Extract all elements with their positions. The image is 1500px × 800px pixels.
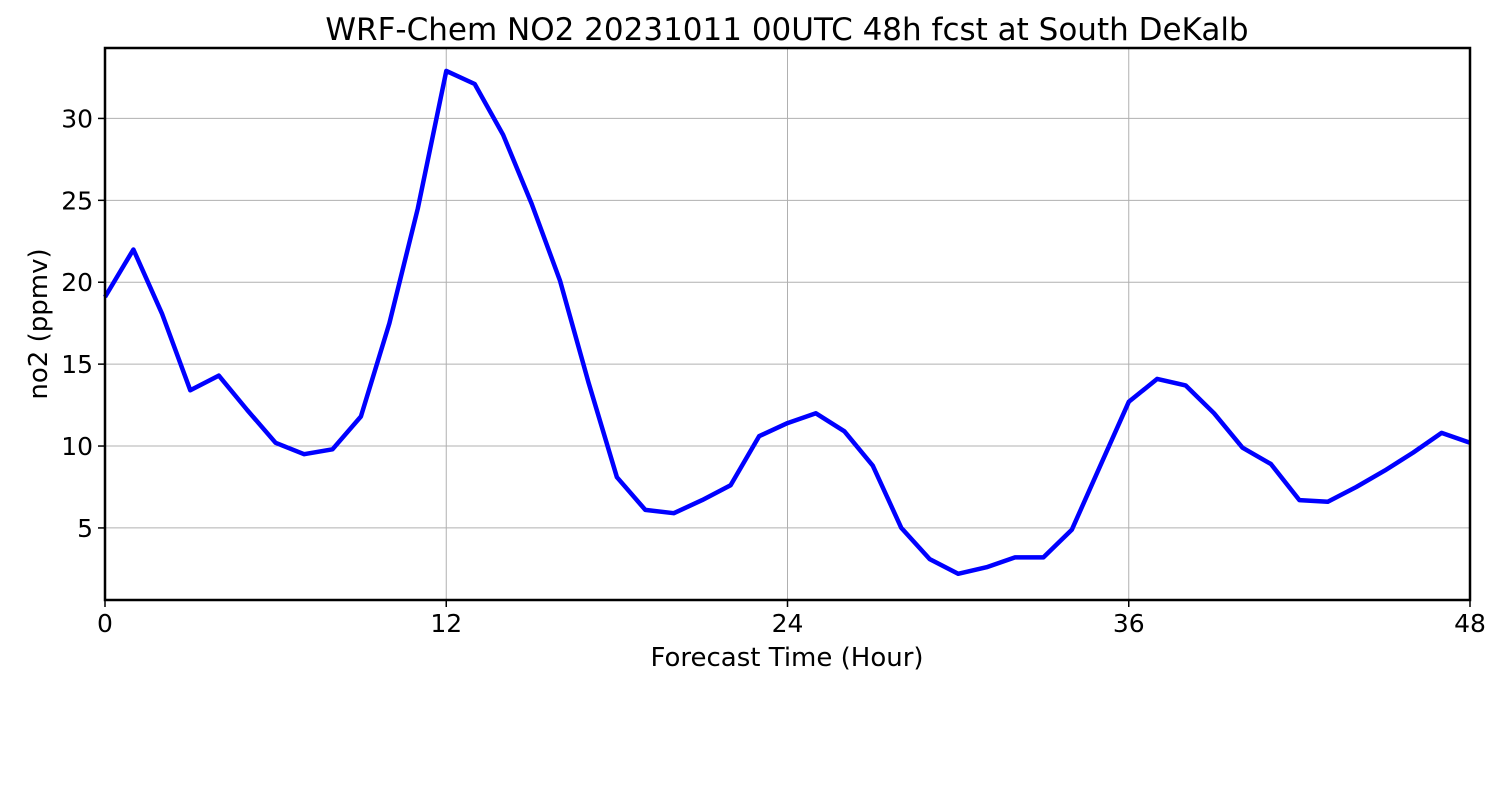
- y-tick-label: 10: [61, 432, 93, 461]
- y-tick-label: 30: [61, 104, 93, 133]
- y-tick-label: 15: [61, 350, 93, 379]
- tick-layer: 0 12 24 36 48 5 10 15 20 25 30: [61, 104, 1486, 638]
- y-tick-label: 20: [61, 268, 93, 297]
- x-tick-label: 48: [1454, 609, 1486, 638]
- x-axis-label: Forecast Time (Hour): [650, 643, 923, 673]
- x-tick-label: 36: [1113, 609, 1145, 638]
- x-tick-label: 0: [97, 609, 113, 638]
- y-axis-label: no2 (ppmv): [24, 248, 54, 399]
- line-layer: [103, 68, 1471, 577]
- y-tick-label: 5: [77, 514, 93, 543]
- x-tick-label: 24: [772, 609, 804, 638]
- y-tick-label: 25: [61, 186, 93, 215]
- chart-title: WRF-Chem NO2 20231011 00UTC 48h fcst at …: [325, 12, 1248, 48]
- no2-series-line: [103, 68, 1471, 577]
- x-tick-label: 12: [430, 609, 462, 638]
